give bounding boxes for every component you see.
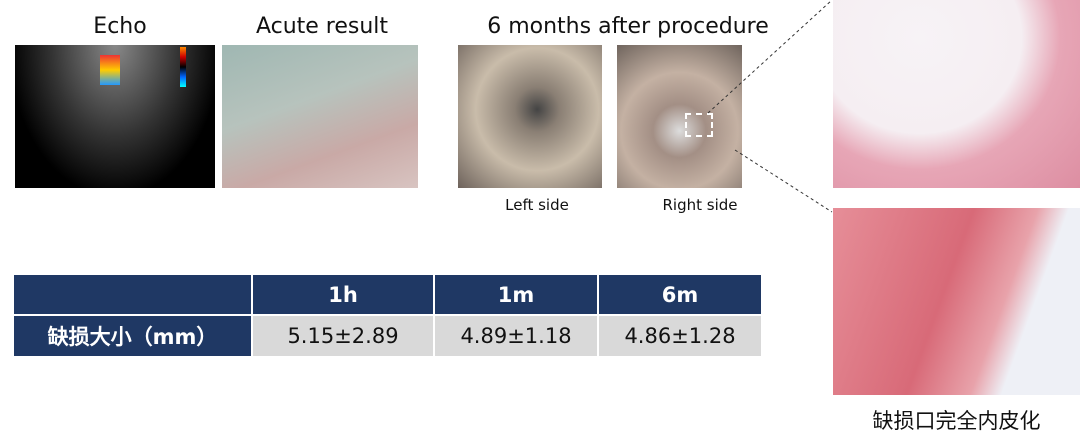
table-header: 1h [252,274,434,315]
caption: 缺损口完全内皮化 [872,409,1041,433]
color-scale [180,47,186,87]
table-header: 1m [434,274,598,315]
dash-line [734,149,833,213]
right-image [617,45,742,188]
label-months: 6 months after procedure [487,14,769,39]
label-echo: Echo [93,14,147,39]
label-acute: Acute result [255,14,389,39]
zoom-box [685,113,713,137]
doppler [100,55,120,85]
table-corner [13,274,252,315]
acute-image [222,45,418,188]
left-image [458,45,602,188]
table-cell: 4.89±1.18 [434,315,598,357]
histology-bottom [833,208,1080,395]
row-label: 缺损大小（mm） [13,315,252,357]
label-right: Right side [662,196,738,214]
table-cell: 5.15±2.89 [252,315,434,357]
dash-line [707,0,833,114]
table-cell: 4.86±1.28 [598,315,762,357]
label-left: Left side [505,196,569,214]
histology-top [833,0,1080,188]
echo-image [15,45,215,188]
table-header: 6m [598,274,762,315]
